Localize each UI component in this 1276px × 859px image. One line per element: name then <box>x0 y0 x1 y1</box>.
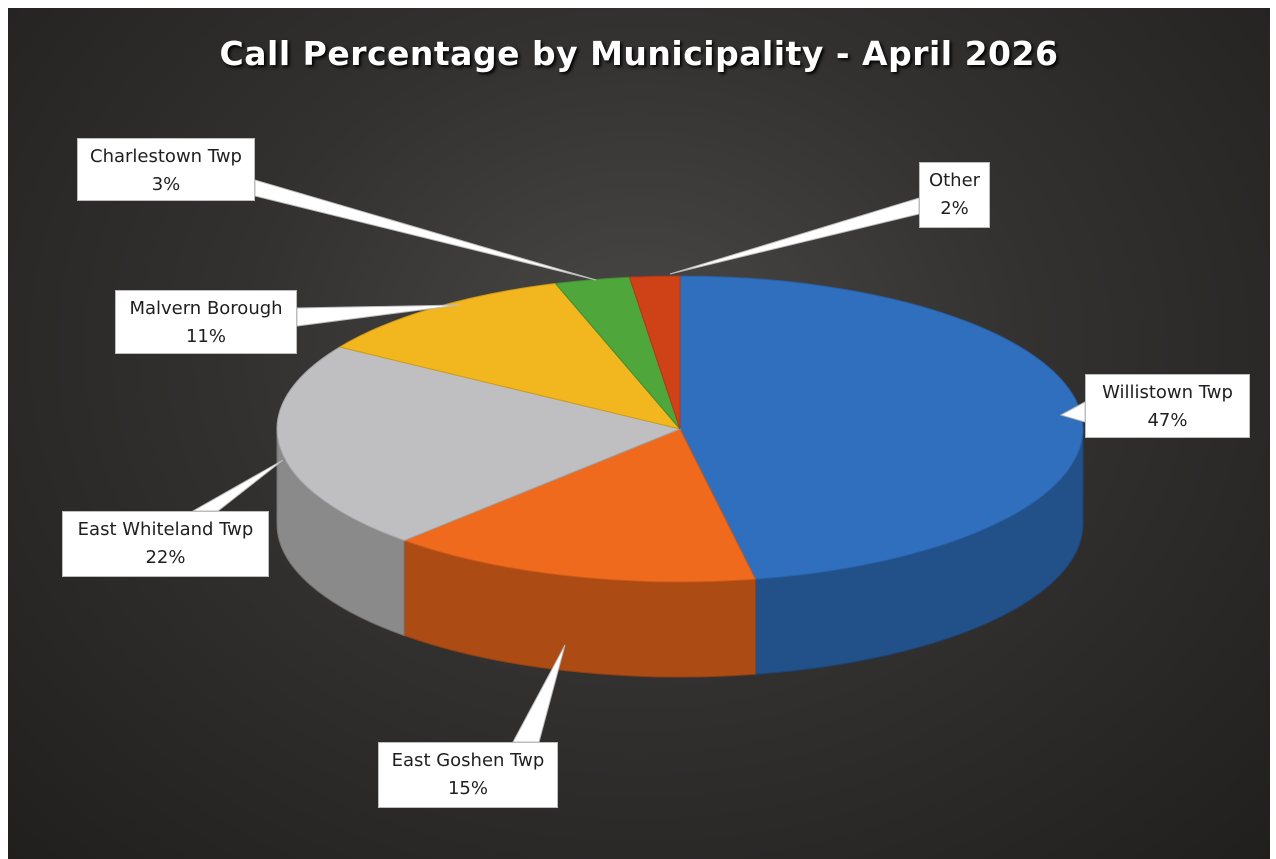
slice-label: Charlestown Twp <box>90 146 242 167</box>
pie-slice-east-whiteland-twp <box>276 346 682 542</box>
callout-pointer-malvern-borough <box>296 304 460 327</box>
slice-label: Willistown Twp <box>1102 382 1233 403</box>
slice-value: 11% <box>185 326 226 347</box>
slice-label: East Goshen Twp <box>391 750 545 771</box>
slice-label: Malvern Borough <box>129 298 283 319</box>
pie-slice-other <box>628 275 681 430</box>
pie-chart <box>191 179 1086 743</box>
callout-east-whiteland-twp: East Whiteland Twp 22% <box>62 511 269 577</box>
slice-value: 22% <box>145 547 186 568</box>
pie-slice-east-goshen-twp <box>402 428 757 583</box>
slice-label: East Whiteland Twp <box>77 519 254 540</box>
callout-pointer-east-whiteland-twp <box>191 459 284 512</box>
callout-willistown-twp: Willistown Twp 47% <box>1085 374 1250 438</box>
chart-area: Call Percentage by Municipality - April … <box>8 8 1270 859</box>
slice-value: 3% <box>151 174 181 195</box>
callout-east-goshen-twp: East Goshen Twp 15% <box>378 742 558 808</box>
callout-pointer-other <box>669 197 920 275</box>
slice-value: 47% <box>1147 410 1188 431</box>
slice-value: 2% <box>940 198 969 219</box>
chart-title: Call Percentage by Municipality - April … <box>219 34 1059 73</box>
slice-label: Other <box>928 170 981 191</box>
callout-pointer-charlestown-twp <box>254 179 597 281</box>
callout-charlestown-twp: Charlestown Twp 3% <box>77 138 255 201</box>
callout-other: Other 2% <box>919 162 990 228</box>
slice-value: 15% <box>447 778 488 799</box>
callout-malvern-borough: Malvern Borough 11% <box>115 290 297 354</box>
